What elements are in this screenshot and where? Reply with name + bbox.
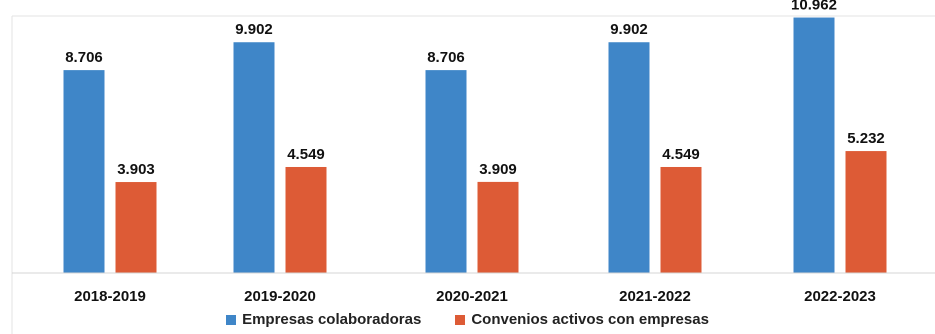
category-label-2019-2020: 2019-2020 — [244, 288, 316, 305]
category-label-2020-2021: 2020-2021 — [436, 288, 508, 305]
data-label-empresas-2020-2021: 8.706 — [427, 49, 465, 66]
legend-item-empresas: Empresas colaboradoras — [226, 311, 421, 328]
data-label-convenios-2020-2021: 3.909 — [479, 161, 517, 178]
legend-swatch-empresas — [226, 314, 237, 325]
bar-convenios-2018-2019 — [115, 182, 157, 273]
bar-convenios-2019-2020 — [285, 166, 327, 273]
bar-convenios-2022-2023 — [845, 151, 887, 273]
bars-group — [63, 17, 887, 274]
bar-convenios-2021-2022 — [660, 166, 702, 273]
bar-empresas-2021-2022 — [608, 42, 650, 273]
data-label-empresas-2022-2023: 10.962 — [791, 0, 837, 14]
bar-empresas-2018-2019 — [63, 70, 105, 273]
legend-item-convenios: Convenios activos con empresas — [455, 311, 709, 328]
category-label-2021-2022: 2021-2022 — [619, 288, 691, 305]
legend-label-empresas: Empresas colaboradoras — [242, 311, 422, 328]
legend-swatch-convenios — [455, 314, 466, 325]
value-labels-group: 8.706 3.903 9.902 4.549 8.706 3.909 9.902 4.549… — [65, 0, 885, 178]
data-label-empresas-2018-2019: 8.706 — [65, 49, 103, 66]
category-label-2022-2023: 2022-2023 — [804, 288, 876, 305]
data-label-convenios-2019-2020: 4.549 — [287, 146, 325, 163]
category-labels-group: 2018-2019 2019-2020 2020-2021 2021-2022 2022… — [74, 288, 876, 305]
data-label-empresas-2019-2020: 9.902 — [235, 21, 273, 38]
bar-convenios-2020-2021 — [477, 181, 519, 273]
category-label-2018-2019: 2018-2019 — [74, 288, 146, 305]
bar-empresas-2022-2023 — [793, 17, 835, 274]
data-label-convenios-2021-2022: 4.549 — [662, 146, 700, 163]
data-label-convenios-2018-2019: 3.903 — [117, 161, 155, 178]
legend-label-convenios: Convenios activos con empresas — [471, 311, 709, 328]
legend: Empresas colaboradoras Convenios activos… — [0, 311, 935, 328]
data-label-empresas-2021-2022: 9.902 — [610, 21, 648, 38]
bar-empresas-2020-2021 — [425, 70, 467, 273]
data-label-convenios-2022-2023: 5.232 — [847, 130, 885, 147]
bar-empresas-2019-2020 — [233, 42, 275, 273]
